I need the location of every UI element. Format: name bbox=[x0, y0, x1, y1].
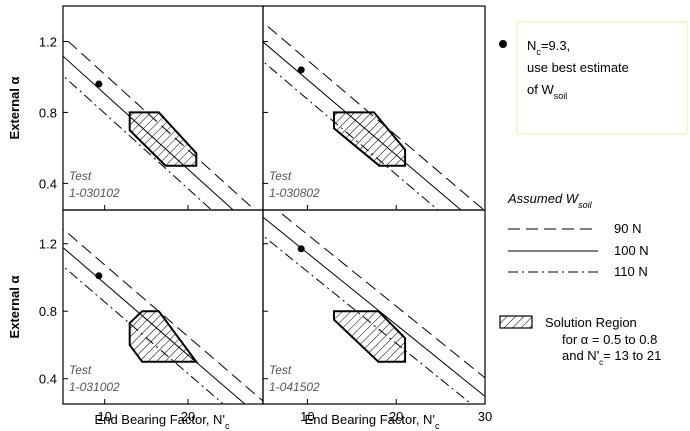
y-axis-label-top: External α bbox=[7, 77, 22, 140]
x-tick-label: 10 bbox=[300, 409, 314, 424]
test-id-label: 1-030802 bbox=[269, 186, 320, 200]
solution-region bbox=[333, 310, 407, 363]
line-90n bbox=[63, 228, 263, 402]
legend-point-line3: of Wsoil bbox=[527, 82, 567, 101]
test-label: Test bbox=[69, 363, 92, 377]
x-axis-label-left: End Bearing Factor, N'c bbox=[95, 412, 230, 431]
test-label: Test bbox=[69, 169, 92, 183]
legend-region-line3: and N'c= 13 to 21 bbox=[562, 348, 661, 367]
line-90n bbox=[276, 210, 485, 379]
estimate-point bbox=[95, 80, 103, 88]
test-id-label: 1-031002 bbox=[69, 380, 120, 394]
panel-2: Test 1-030802 bbox=[262, 5, 486, 211]
y-tick-label: 0.8 bbox=[39, 304, 57, 319]
line-110n bbox=[63, 74, 213, 210]
x-tick-label: 20 bbox=[181, 409, 195, 424]
legend-label-110: 110 N bbox=[614, 264, 648, 279]
x-axis-label-right: End Bearing Factor, N'c bbox=[305, 412, 440, 431]
legend-lines-title: Assumed Wsoil bbox=[507, 191, 593, 210]
line-100n bbox=[263, 216, 485, 398]
line-90n bbox=[263, 21, 485, 210]
estimate-point bbox=[95, 272, 103, 280]
legend-label-90: 90 N bbox=[614, 221, 641, 236]
y-tick-label: 0.8 bbox=[39, 105, 57, 120]
legend-point-line1: Nc=9.3, bbox=[527, 38, 570, 57]
panels-group: 0.4 0.8 1.2 Test 1-030102 Test 1-030802 0.4 0.8 1… bbox=[39, 5, 492, 424]
solution-region bbox=[333, 111, 407, 167]
x-tick-label: 30 bbox=[478, 409, 492, 424]
solution-region bbox=[128, 111, 198, 167]
legend-region-swatch bbox=[499, 315, 533, 329]
y-tick-label: 0.4 bbox=[39, 372, 57, 387]
panel-3: 0.4 0.8 1.2 10 20 Test 1-031002 bbox=[39, 209, 264, 424]
y-axis-label-bottom: External α bbox=[7, 276, 22, 339]
test-label: Test bbox=[269, 169, 292, 183]
legend-region-line2: for α = 0.5 to 0.8 bbox=[562, 332, 657, 347]
solution-region bbox=[128, 310, 199, 363]
legend-point-line2: use best estimate bbox=[527, 60, 629, 75]
test-id-label: 1-030102 bbox=[69, 186, 120, 200]
y-tick-label: 0.4 bbox=[39, 176, 57, 191]
panel-4: 10 20 30 Test 1-041502 bbox=[262, 209, 492, 424]
panel-1: 0.4 0.8 1.2 Test 1-030102 bbox=[39, 5, 264, 211]
estimate-point bbox=[297, 245, 305, 253]
test-label: Test bbox=[269, 363, 292, 377]
panel-frame bbox=[262, 209, 486, 405]
panel-frame bbox=[262, 5, 486, 211]
y-tick-label: 1.2 bbox=[39, 237, 57, 252]
y-tick-label: 1.2 bbox=[39, 34, 57, 49]
legend-label-100: 100 N bbox=[614, 243, 649, 258]
test-id-label: 1-041502 bbox=[269, 380, 320, 394]
x-tick-label: 10 bbox=[97, 409, 111, 424]
legend-region-title: Solution Region bbox=[545, 315, 637, 330]
x-tick-label: 20 bbox=[389, 409, 403, 424]
estimate-point bbox=[297, 66, 305, 74]
legend-point-marker bbox=[499, 40, 507, 48]
point-legend-box bbox=[516, 21, 688, 135]
panel-frame bbox=[62, 5, 264, 211]
